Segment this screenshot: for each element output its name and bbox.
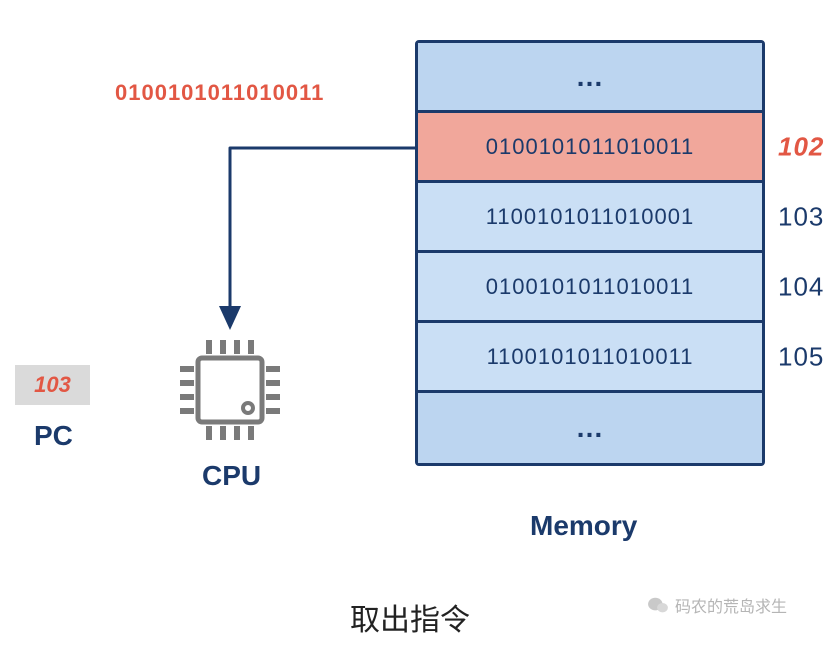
wechat-icon [647,596,669,614]
memory-cell-104: 0100101011010011 104 [418,253,762,323]
fetch-arrow-icon [218,120,418,335]
memory-addr: 104 [778,271,824,302]
memory-block: … 0100101011010011 102 1100101011010001 … [415,40,765,466]
memory-cell-103: 1100101011010001 103 [418,183,762,253]
pc-value-text: 103 [34,372,71,398]
cpu-chip-icon [170,330,290,450]
pc-label: PC [34,420,73,452]
memory-addr: 105 [778,341,824,372]
memory-label: Memory [530,510,637,542]
memory-cell-text: … [576,61,605,93]
memory-cell-dots-top: … [418,43,762,113]
memory-addr: 103 [778,201,824,232]
memory-addr: 102 [778,131,824,162]
watermark-text: 码农的荒岛求生 [675,593,787,617]
cpu-label: CPU [202,460,261,492]
memory-cell-text: 1100101011010001 [486,204,695,230]
memory-cell-text: … [576,412,605,444]
memory-cell-102: 0100101011010011 102 [418,113,762,183]
memory-cell-text: 1100101011010011 [487,344,694,370]
memory-cell-text: 0100101011010011 [486,134,695,160]
caption: 取出指令 [350,595,470,639]
watermark: 码农的荒岛求生 [647,593,787,617]
memory-cell-105: 1100101011010011 105 [418,323,762,393]
memory-cell-dots-bottom: … [418,393,762,463]
fetched-instruction: 0100101011010011 [115,80,324,106]
memory-cell-text: 0100101011010011 [486,274,695,300]
pc-value: 103 [15,365,90,405]
